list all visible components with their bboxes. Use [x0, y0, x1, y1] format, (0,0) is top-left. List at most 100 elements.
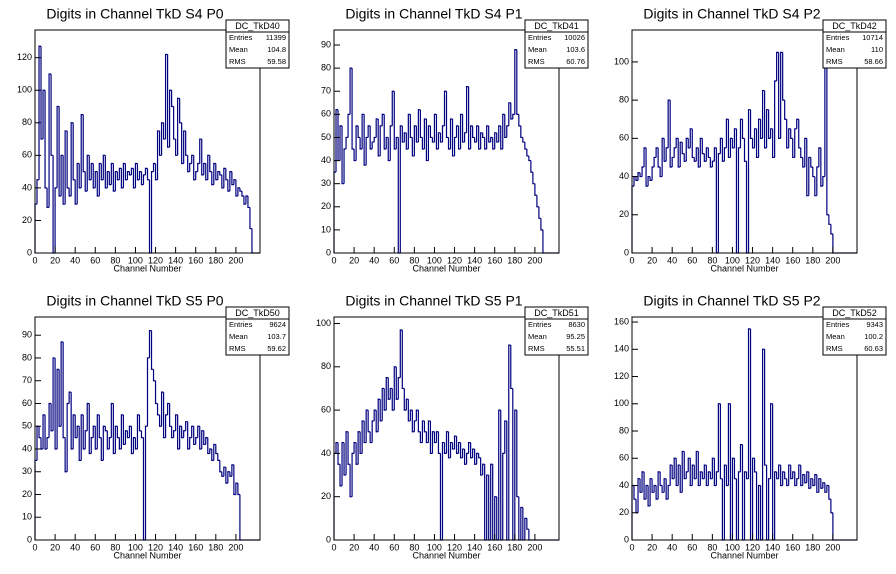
- histogram-bin: [683, 451, 687, 480]
- histogram-bin: [810, 478, 813, 489]
- histogram-bin: [659, 471, 663, 487]
- histogram-bin: [695, 147, 699, 162]
- histogram-bin: [173, 106, 176, 140]
- plot-frame: [631, 29, 858, 254]
- histogram-bin: [361, 113, 365, 150]
- histogram-bin: [203, 430, 206, 446]
- histogram-bin: [114, 425, 118, 454]
- histogram-bin: [689, 458, 693, 487]
- x-tick-label: 180: [208, 542, 223, 552]
- histogram-bin: [435, 431, 439, 443]
- x-tick-label: 120: [148, 542, 163, 552]
- histogram-bin: [72, 122, 76, 181]
- histogram-bin: [822, 175, 825, 187]
- histogram-bin: [796, 478, 799, 486]
- histogram-bin: [187, 155, 190, 173]
- histogram-bin: [409, 409, 413, 421]
- histogram-bin: [516, 410, 519, 498]
- histogram-bin: [637, 172, 641, 181]
- histogram-bin: [221, 471, 224, 477]
- x-tick-label: 120: [148, 255, 163, 265]
- histogram-bin: [181, 122, 184, 165]
- y-tick-label: 10: [321, 224, 331, 234]
- histogram-bin: [828, 214, 831, 225]
- pad: 0 20 40 60 80 100 120 140 160 180 200 0 10 20 30 40 50 60…: [22, 293, 290, 560]
- histogram-bin: [96, 414, 100, 449]
- histogram-bin: [80, 114, 84, 188]
- stats-value: 9624: [269, 320, 286, 329]
- histogram-bin: [818, 478, 821, 493]
- stats-label: Entries: [528, 320, 552, 329]
- stats-name: DC_TkD51: [534, 308, 579, 318]
- y-tick-label: 20: [321, 491, 331, 501]
- histogram-bin: [743, 471, 747, 540]
- histogram-bin: [160, 122, 164, 156]
- histogram-bin: [798, 119, 801, 149]
- histogram-bin: [635, 176, 639, 181]
- histogram-bin: [794, 128, 797, 158]
- histogram-bin: [229, 471, 232, 477]
- histogram-bin: [64, 130, 68, 205]
- x-tick-label: 80: [409, 542, 419, 552]
- pad: 0 20 40 60 80 100 120 140 160 180 200 0 20 40 60 80 100 D…: [614, 6, 887, 273]
- histogram-bin: [524, 517, 527, 540]
- histogram-bin: [80, 414, 84, 461]
- y-tick-label: 60: [321, 404, 331, 414]
- y-tick-label: 120: [614, 371, 629, 381]
- y-tick-label: 80: [619, 95, 629, 105]
- stats-label: Entries: [826, 320, 850, 329]
- histogram-bin: [417, 109, 421, 143]
- histogram-bin: [203, 162, 206, 175]
- histogram-bin: [733, 128, 737, 148]
- histogram-bin: [494, 132, 497, 150]
- histogram-bin: [667, 99, 671, 148]
- histogram-bin: [40, 46, 44, 140]
- histogram-bin: [411, 137, 415, 157]
- x-tick-label: 0: [331, 255, 336, 265]
- histogram-bin: [88, 403, 92, 455]
- histogram-bin: [641, 471, 645, 493]
- stats-label: Mean: [826, 45, 845, 54]
- histogram-bin: [476, 452, 479, 465]
- plot-frame: [34, 29, 261, 254]
- x-tick-label: 0: [32, 255, 37, 265]
- histogram-bin: [403, 388, 407, 411]
- histogram-bin: [784, 100, 787, 120]
- histogram-bin: [443, 442, 447, 454]
- histogram-bin: [70, 392, 74, 450]
- y-tick-label: 30: [321, 178, 331, 188]
- histogram-bin: [725, 118, 729, 148]
- histogram-bin: [223, 167, 226, 188]
- histogram-bin: [116, 426, 120, 439]
- x-tick-label: 80: [110, 255, 120, 265]
- histogram-bin: [465, 452, 469, 465]
- y-tick-label: 40: [22, 182, 32, 192]
- histogram-bin: [42, 89, 46, 140]
- histogram-bin: [335, 441, 339, 454]
- histogram-bin: [530, 160, 533, 173]
- histogram-bin: [808, 471, 811, 489]
- histogram-bin: [669, 100, 673, 168]
- histogram-bin: [68, 391, 72, 404]
- histogram-bin: [510, 102, 513, 120]
- histogram-bin: [467, 86, 471, 150]
- histogram-bin: [778, 464, 781, 479]
- x-tick-label: 100: [128, 542, 143, 552]
- x-tick-label: 20: [50, 255, 60, 265]
- histogram-bin: [510, 345, 513, 390]
- histogram-bin: [341, 125, 345, 185]
- histogram-bin: [816, 474, 819, 493]
- histogram-bin: [363, 114, 367, 166]
- histogram-bin: [482, 463, 485, 476]
- histogram-bin: [385, 377, 389, 411]
- histogram-bin: [54, 187, 58, 253]
- histogram-bin: [50, 73, 54, 156]
- pad: 0 20 40 60 80 100 120 140 160 180 200 0 20 40 60 80 100 1…: [17, 6, 290, 273]
- histogram-bin: [407, 399, 411, 422]
- x-tick-label: 180: [208, 255, 223, 265]
- histogram-bin: [367, 410, 371, 433]
- histogram-bin: [38, 45, 42, 180]
- x-tick-label: 40: [70, 255, 80, 265]
- histogram-bin: [102, 154, 106, 180]
- histogram-bin: [528, 155, 531, 162]
